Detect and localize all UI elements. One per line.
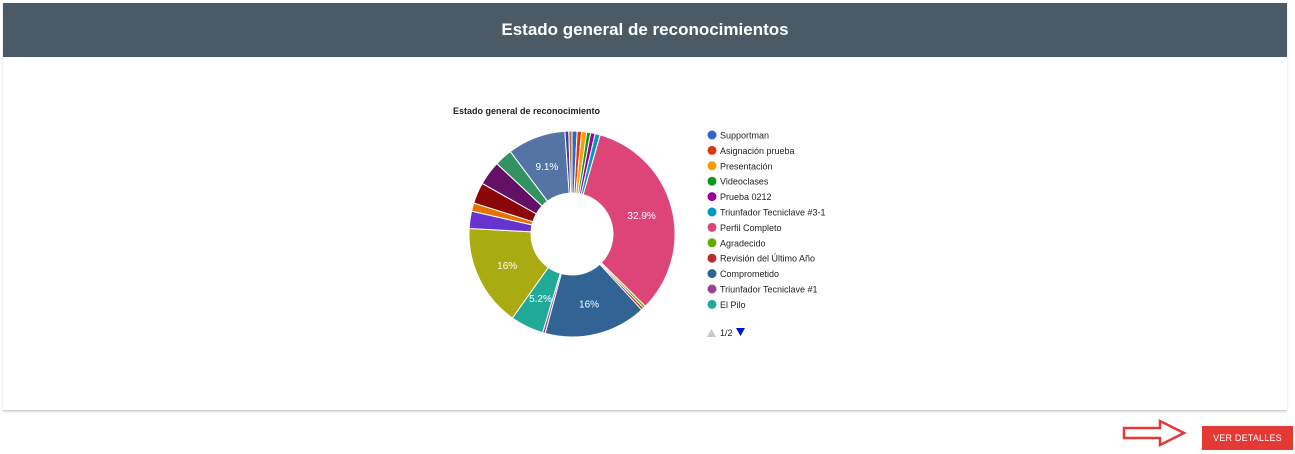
legend-marker bbox=[707, 130, 717, 140]
slice-data-label: 16% bbox=[497, 261, 517, 272]
legend-entry[interactable]: Prueba 0212 bbox=[720, 192, 772, 202]
legend-marker bbox=[707, 222, 717, 232]
legend-entry[interactable]: Revisión del Último Año bbox=[720, 254, 815, 264]
slice-data-label: 16% bbox=[579, 299, 599, 310]
legend-entry[interactable]: Triunfador Tecniclave #1 bbox=[720, 285, 818, 295]
legend-marker bbox=[707, 253, 717, 263]
pie-slice[interactable] bbox=[544, 263, 643, 338]
slice-data-label: 5.2% bbox=[529, 294, 552, 305]
legend-next-icon[interactable] bbox=[736, 328, 745, 336]
legend-marker bbox=[707, 238, 717, 248]
legend: Supportman Asignación prueba Presentación V… bbox=[707, 130, 826, 310]
chart-card: Estado general de reconocimientos bbox=[3, 3, 1287, 411]
arrow-shape bbox=[1122, 418, 1187, 448]
legend-marker bbox=[707, 176, 717, 186]
legend-entry[interactable]: Asignación prueba bbox=[720, 146, 795, 156]
slice-data-label: 9.1% bbox=[536, 162, 559, 173]
legend-page-text: 1/2 bbox=[720, 328, 733, 338]
legend-entry[interactable]: Presentación bbox=[720, 161, 773, 171]
arrow-annotation-icon bbox=[1122, 418, 1187, 448]
legend-marker bbox=[707, 269, 717, 279]
slices bbox=[468, 130, 676, 338]
donut-chart: Estado general de reconocimiento 32.9% 16%… bbox=[453, 106, 826, 338]
card-header: Estado general de reconocimientos bbox=[3, 3, 1287, 57]
legend-entry[interactable]: El Pilo bbox=[720, 300, 746, 310]
legend-entry[interactable]: Agradecido bbox=[720, 238, 766, 248]
page-title: Estado general de reconocimientos bbox=[501, 20, 789, 39]
pie-slice[interactable] bbox=[568, 130, 573, 194]
legend-pagination: 1/2 bbox=[707, 328, 745, 338]
ver-detalles-button[interactable]: VER DETALLES bbox=[1202, 426, 1293, 450]
pie-slice[interactable] bbox=[468, 227, 549, 319]
legend-entry[interactable]: Comprometido bbox=[720, 269, 779, 279]
legend-marker bbox=[707, 192, 717, 202]
legend-marker bbox=[707, 299, 717, 309]
legend-entry[interactable]: Triunfador Tecniclave #3-1 bbox=[720, 208, 826, 218]
legend-entry[interactable]: Supportman bbox=[720, 131, 769, 141]
legend-entry[interactable]: Videoclases bbox=[720, 177, 769, 187]
legend-marker bbox=[707, 284, 717, 294]
chart-title: Estado general de reconocimiento bbox=[453, 106, 601, 116]
slice-data-label: 32.9% bbox=[627, 211, 655, 222]
legend-marker bbox=[707, 145, 717, 155]
pie-slice[interactable] bbox=[582, 134, 676, 307]
legend-marker bbox=[707, 207, 717, 217]
legend-entry[interactable]: Perfil Completo bbox=[720, 223, 782, 233]
legend-prev-icon[interactable] bbox=[707, 329, 716, 337]
legend-marker bbox=[707, 161, 717, 171]
